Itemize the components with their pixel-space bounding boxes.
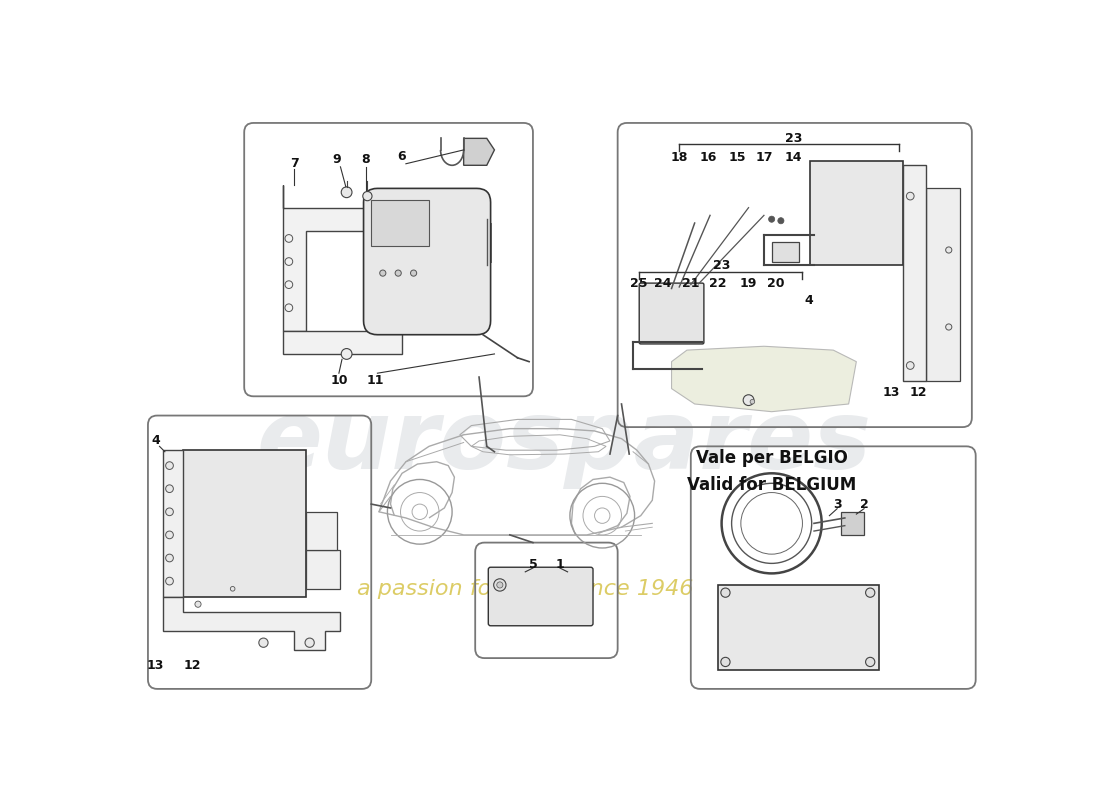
Text: a passion for parts since 1946: a passion for parts since 1946 <box>358 579 693 598</box>
Circle shape <box>769 216 774 222</box>
FancyBboxPatch shape <box>488 567 593 626</box>
Text: 25: 25 <box>629 277 647 290</box>
Text: 13: 13 <box>882 386 900 399</box>
Circle shape <box>744 394 754 406</box>
Circle shape <box>395 270 402 276</box>
Circle shape <box>341 349 352 359</box>
Text: 10: 10 <box>330 374 348 387</box>
Circle shape <box>750 399 755 404</box>
Bar <box>810 162 902 266</box>
Polygon shape <box>671 346 856 412</box>
Text: 4: 4 <box>804 294 813 306</box>
Text: 1: 1 <box>556 558 564 570</box>
Circle shape <box>166 508 174 516</box>
Circle shape <box>285 281 293 289</box>
Text: 6: 6 <box>398 150 406 162</box>
Text: 11: 11 <box>366 374 384 387</box>
Circle shape <box>285 234 293 242</box>
Circle shape <box>720 588 730 598</box>
Circle shape <box>906 362 914 370</box>
Circle shape <box>497 582 503 588</box>
Circle shape <box>494 578 506 591</box>
Circle shape <box>720 658 730 666</box>
Bar <box>306 512 337 550</box>
Bar <box>926 188 960 381</box>
Polygon shape <box>163 450 183 597</box>
Circle shape <box>379 270 386 276</box>
Text: 22: 22 <box>710 277 726 290</box>
Circle shape <box>195 601 201 607</box>
Text: 7: 7 <box>290 158 298 170</box>
Bar <box>306 550 341 589</box>
Text: 3: 3 <box>833 498 842 510</box>
Circle shape <box>946 247 952 253</box>
Circle shape <box>166 531 174 538</box>
Circle shape <box>285 304 293 312</box>
Polygon shape <box>283 331 403 354</box>
Circle shape <box>166 462 174 470</box>
Bar <box>372 200 429 246</box>
Text: 18: 18 <box>671 151 688 164</box>
Circle shape <box>778 218 784 224</box>
Text: 14: 14 <box>784 151 802 164</box>
Circle shape <box>341 187 352 198</box>
Text: 13: 13 <box>147 659 164 672</box>
Circle shape <box>946 324 952 330</box>
Circle shape <box>305 638 315 647</box>
Text: 15: 15 <box>728 151 746 164</box>
Circle shape <box>906 192 914 200</box>
Bar <box>183 450 306 597</box>
Text: 21: 21 <box>682 277 700 290</box>
Text: 12: 12 <box>910 386 926 399</box>
Text: 24: 24 <box>653 277 671 290</box>
Circle shape <box>285 258 293 266</box>
Circle shape <box>166 554 174 562</box>
Text: 23: 23 <box>784 132 802 145</box>
Polygon shape <box>283 185 403 331</box>
Text: 23: 23 <box>713 259 730 272</box>
Bar <box>772 242 799 262</box>
FancyBboxPatch shape <box>363 188 491 334</box>
Polygon shape <box>464 138 495 166</box>
Circle shape <box>410 270 417 276</box>
Text: 5: 5 <box>529 558 537 570</box>
Bar <box>842 512 865 535</box>
Circle shape <box>866 588 874 598</box>
Text: eurospares: eurospares <box>256 396 871 489</box>
Bar <box>902 166 926 381</box>
FancyBboxPatch shape <box>639 283 704 344</box>
Text: Vale per BELGIO: Vale per BELGIO <box>695 449 848 467</box>
Circle shape <box>230 586 235 591</box>
Text: 2: 2 <box>860 498 868 510</box>
Circle shape <box>866 658 874 666</box>
Text: 8: 8 <box>362 154 371 166</box>
Polygon shape <box>163 597 341 650</box>
Text: Valid for BELGIUM: Valid for BELGIUM <box>688 476 856 494</box>
Circle shape <box>166 578 174 585</box>
Circle shape <box>258 638 268 647</box>
Text: 20: 20 <box>767 277 784 290</box>
Circle shape <box>363 191 372 201</box>
Text: 17: 17 <box>756 151 772 164</box>
Text: 12: 12 <box>184 659 201 672</box>
Bar <box>717 585 880 670</box>
Text: 19: 19 <box>740 277 757 290</box>
Text: 16: 16 <box>700 151 717 164</box>
Circle shape <box>166 485 174 493</box>
Text: 9: 9 <box>332 154 341 166</box>
Text: 4: 4 <box>152 434 160 447</box>
